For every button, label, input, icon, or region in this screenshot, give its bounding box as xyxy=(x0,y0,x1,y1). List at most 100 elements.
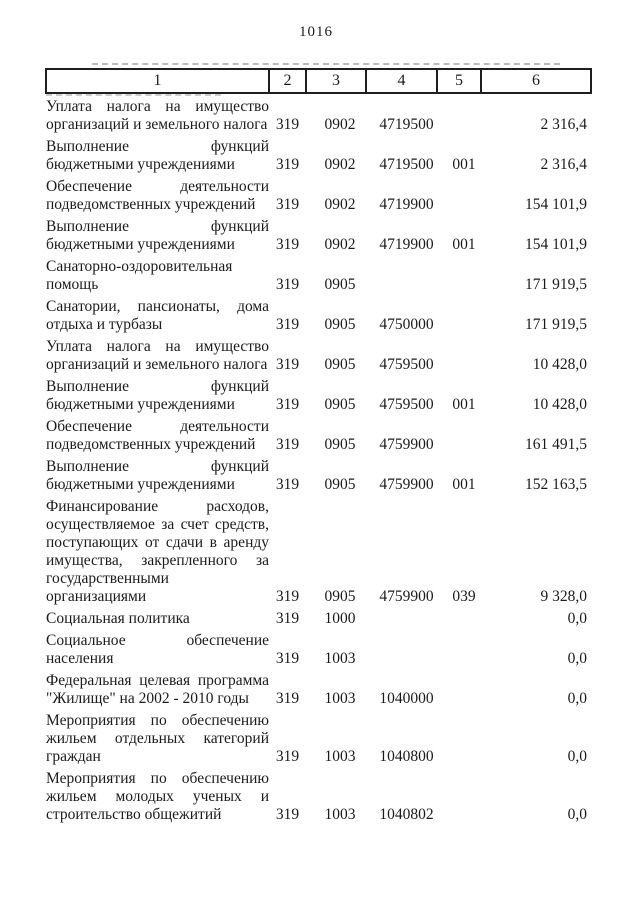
row-name-line: граждан xyxy=(46,748,101,765)
row-code-type xyxy=(437,766,481,824)
row-code-section: 0902 xyxy=(324,156,356,173)
row-name: Социальная политика xyxy=(46,606,269,628)
row-code-type xyxy=(437,334,481,374)
row-code-type: 039 xyxy=(452,588,476,605)
row-code-chief: 319 xyxy=(275,156,300,173)
row-name-line: строительство общежитий xyxy=(46,806,222,823)
row-name-line: бюджетными учреждениями xyxy=(46,476,235,493)
column-header-4: 4 xyxy=(365,68,438,94)
row-code-type xyxy=(437,414,481,454)
row-name-line: Мероприятия по обеспечению xyxy=(46,770,269,787)
row-name: Выполнение функций бюджетными учреждениям… xyxy=(46,454,269,494)
row-code-section: 1003 xyxy=(324,748,356,765)
row-name-line: организаций и земельного налога xyxy=(46,116,268,133)
row-code-type: 001 xyxy=(452,236,476,253)
row-name-line: жильем молодых ученых и xyxy=(46,788,269,805)
row-amount: 0,0 xyxy=(567,610,587,627)
page-number: 1016 xyxy=(299,24,333,40)
row-code-target xyxy=(366,254,437,294)
scan-artifact-line xyxy=(92,63,560,65)
row-name-line: Санаторно-оздоровительная xyxy=(46,258,233,275)
row-name: Федеральная целевая программа "Жилище" на… xyxy=(46,668,269,708)
row-code-section: 0905 xyxy=(324,588,356,605)
row-amount: 0,0 xyxy=(567,748,587,765)
row-name-line: Выполнение функций xyxy=(46,458,269,475)
row-name-line: Мероприятия по обеспечению xyxy=(46,712,269,729)
row-code-section: 0902 xyxy=(324,196,356,213)
row-code-target: 4759500 xyxy=(379,396,434,413)
table-row: Санатории, пансионаты, дома отдыха и турб… xyxy=(46,294,591,334)
table-header-row: 1 2 3 4 5 6 xyxy=(45,68,592,94)
row-code-target: 1040802 xyxy=(379,806,434,823)
row-name-line: бюджетными учреждениями xyxy=(46,396,235,413)
row-name-line: бюджетными учреждениями xyxy=(46,236,235,253)
row-code-type xyxy=(437,668,481,708)
row-name-line: поступающих от сдачи в аренду xyxy=(46,534,269,551)
row-amount: 0,0 xyxy=(567,690,587,707)
row-name-line: жильем отдельных категорий xyxy=(46,730,269,747)
row-name: Финансирование расходов, осуществляемое з… xyxy=(46,494,269,606)
row-amount: 10 428,0 xyxy=(532,356,587,373)
row-amount: 154 101,9 xyxy=(525,236,587,253)
row-code-chief: 319 xyxy=(275,748,300,765)
row-code-type xyxy=(437,708,481,766)
table-row: Выполнение функций бюджетными учреждениям… xyxy=(46,134,591,174)
row-amount: 2 316,4 xyxy=(540,156,588,173)
row-name: Мероприятия по обеспечению жильем отдельн… xyxy=(46,708,269,766)
row-code-section: 0905 xyxy=(324,276,356,293)
row-name-line: Выполнение функций xyxy=(46,378,269,395)
row-name: Уплата налога на имущество организаций и … xyxy=(46,93,269,134)
row-amount: 2 316,4 xyxy=(540,116,588,133)
row-code-target: 4759900 xyxy=(379,588,434,605)
budget-table: 1 2 3 4 5 6 Уплата налога на имущество ор… xyxy=(45,68,592,824)
row-code-target: 4750000 xyxy=(379,316,434,333)
row-name-line: организаций и земельного налога xyxy=(46,356,268,373)
row-code-type xyxy=(437,174,481,214)
scan-artifact-line xyxy=(46,94,221,96)
column-header-1: 1 xyxy=(45,68,270,94)
row-name: Выполнение функций бюджетными учреждениям… xyxy=(46,214,269,254)
row-name-line: "Жилище" на 2002 - 2010 годы xyxy=(46,690,249,707)
table-row: Обеспечение деятельности подведомственных… xyxy=(46,414,591,454)
row-code-type xyxy=(437,628,481,668)
column-header-5: 5 xyxy=(436,68,482,94)
row-code-chief: 319 xyxy=(275,236,300,253)
row-amount: 9 328,0 xyxy=(540,588,588,605)
row-code-section: 1000 xyxy=(324,610,356,627)
table-body: Уплата налога на имущество организаций и … xyxy=(46,93,591,824)
table-row: Финансирование расходов, осуществляемое з… xyxy=(46,494,591,606)
row-name-line: Финансирование расходов, xyxy=(46,498,269,515)
row-name-line: организациями xyxy=(46,588,147,605)
table-row: Уплата налога на имущество организаций и … xyxy=(46,334,591,374)
row-name-line: Обеспечение деятельности xyxy=(46,178,269,195)
row-code-chief: 319 xyxy=(275,276,300,293)
table-row: Выполнение функций бюджетными учреждениям… xyxy=(46,214,591,254)
column-header-3: 3 xyxy=(305,68,367,94)
row-code-chief: 319 xyxy=(275,476,300,493)
row-code-target: 4719500 xyxy=(379,116,434,133)
table-row: Выполнение функций бюджетными учреждениям… xyxy=(46,454,591,494)
row-name-line: государственными xyxy=(46,570,169,587)
row-name: Мероприятия по обеспечению жильем молодых… xyxy=(46,766,269,824)
row-name-line: отдыха и турбазы xyxy=(46,316,163,333)
row-name-line: Социальная политика xyxy=(46,610,190,627)
row-code-section: 0905 xyxy=(324,436,356,453)
row-name-line: Федеральная целевая программа xyxy=(46,672,269,689)
table-row: Социальное обеспечение населения 319 1003 0,… xyxy=(46,628,591,668)
row-name-line: Обеспечение деятельности xyxy=(46,418,269,435)
row-name: Санатории, пансионаты, дома отдыха и турб… xyxy=(46,294,269,334)
table-row: Обеспечение деятельности подведомственных… xyxy=(46,174,591,214)
column-header-2: 2 xyxy=(268,68,307,94)
row-code-chief: 319 xyxy=(275,196,300,213)
row-code-type: 001 xyxy=(452,476,476,493)
row-amount: 0,0 xyxy=(567,806,587,823)
table-row: Федеральная целевая программа "Жилище" на… xyxy=(46,668,591,708)
row-code-type xyxy=(437,254,481,294)
row-name-line: Уплата налога на имущество xyxy=(46,98,269,115)
row-code-target: 4759900 xyxy=(379,436,434,453)
row-code-section: 1003 xyxy=(324,690,356,707)
row-name-line: имущества, закрепленного за xyxy=(46,552,269,569)
row-code-section: 0902 xyxy=(324,236,356,253)
row-code-target: 1040800 xyxy=(379,748,434,765)
row-code-chief: 319 xyxy=(275,396,300,413)
